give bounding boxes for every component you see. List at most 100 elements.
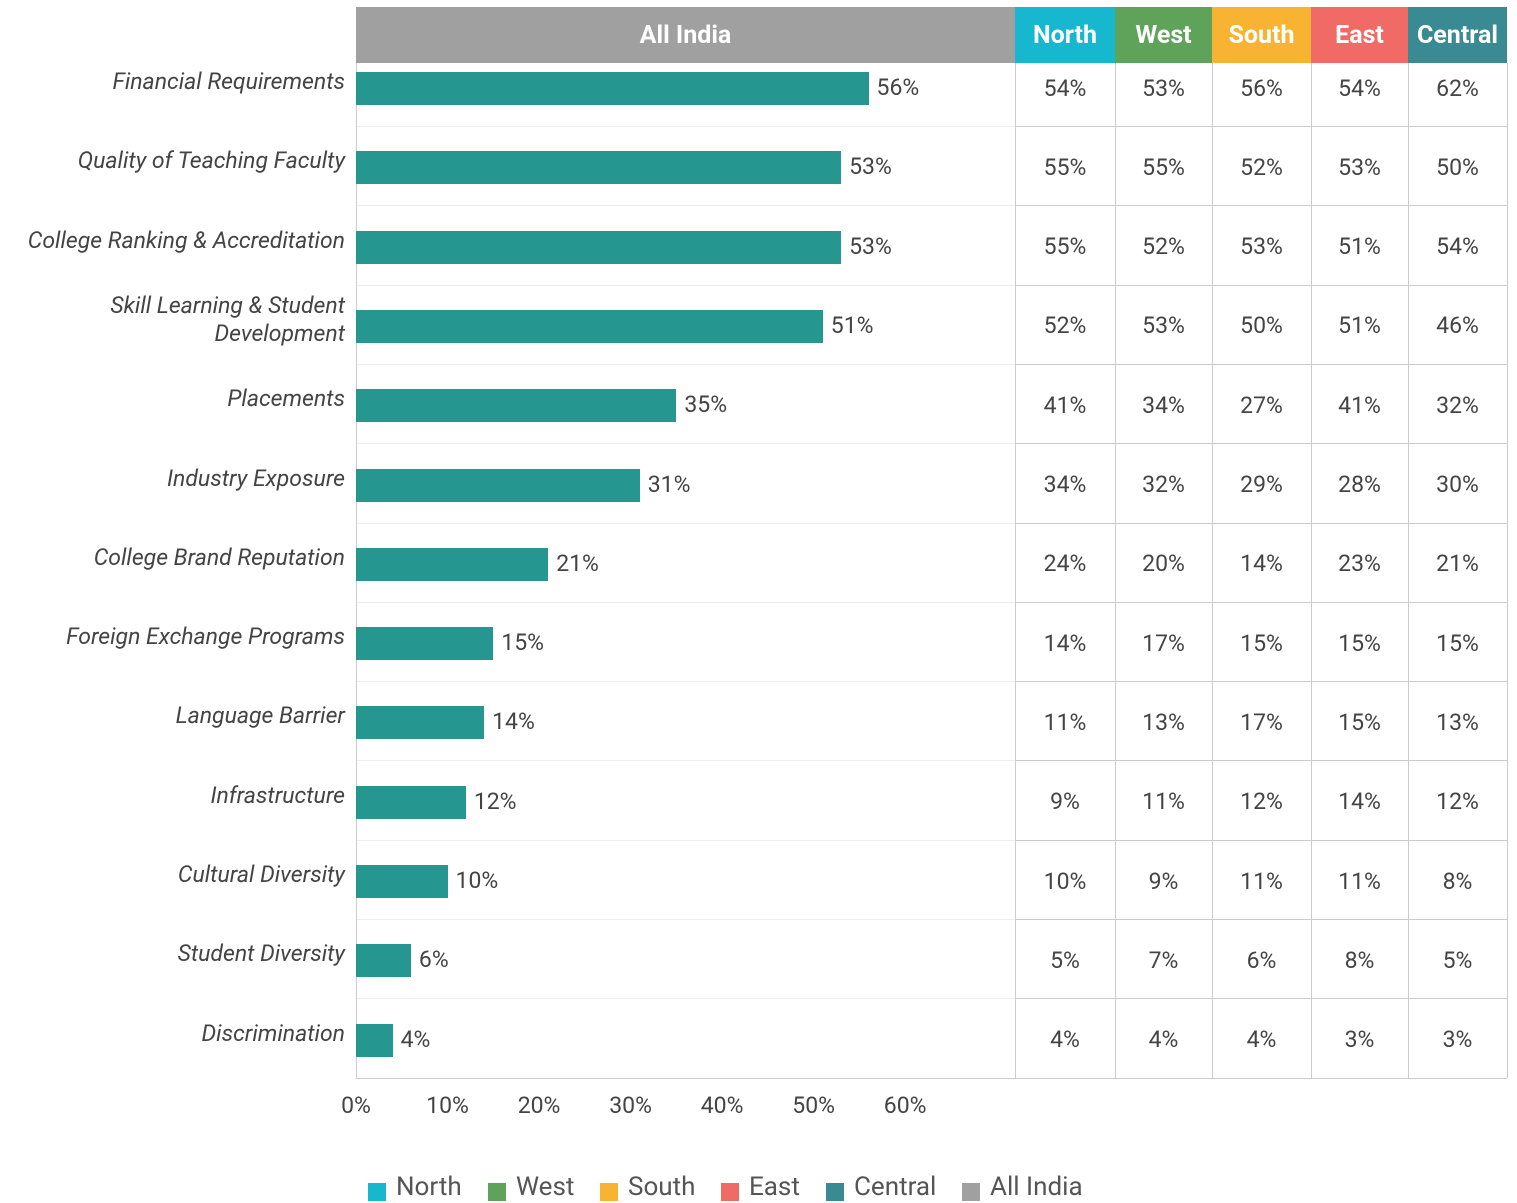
table-cell: 6% <box>1246 946 1277 974</box>
table-cell: 3% <box>1344 1026 1375 1054</box>
row-line <box>1015 681 1507 683</box>
bar <box>356 627 494 661</box>
bar <box>356 468 640 502</box>
table-cell: 13% <box>1436 708 1479 736</box>
bar <box>356 309 823 343</box>
value-label: 15% <box>501 629 544 657</box>
row-line <box>356 443 1015 445</box>
value-label: 53% <box>849 232 892 260</box>
table-cell: 4% <box>1246 1026 1277 1054</box>
value-label: 21% <box>556 549 599 577</box>
x-tick-label: 10% <box>426 1092 469 1119</box>
row-line <box>356 522 1015 524</box>
bar <box>356 1023 393 1057</box>
table-cell: 29% <box>1240 471 1283 498</box>
table-cell: 54% <box>1436 233 1479 261</box>
table-cell: 41% <box>1338 391 1381 419</box>
column-line <box>1507 63 1508 1078</box>
row-line <box>1015 839 1507 841</box>
table-cell: 46% <box>1436 312 1479 340</box>
x-tick-label: 0% <box>341 1092 371 1119</box>
legend-swatch <box>721 1183 739 1201</box>
row-line <box>356 919 1015 920</box>
table-cell: 8% <box>1442 867 1473 895</box>
table-cell: 17% <box>1142 629 1185 657</box>
table-cell: 32% <box>1142 471 1185 498</box>
bar <box>356 547 549 581</box>
row-line <box>356 284 1015 286</box>
x-tick-label: 20% <box>517 1092 561 1119</box>
table-cell: 10% <box>1043 867 1087 895</box>
table-cell: 41% <box>1043 391 1087 419</box>
row-line <box>1015 998 1507 1000</box>
table-cell: 53% <box>1240 233 1283 261</box>
category-label: Infrastructure <box>210 781 345 809</box>
legend-label: East <box>749 1172 800 1202</box>
value-label: 35% <box>684 391 728 419</box>
legend-label: West <box>516 1172 575 1202</box>
row-line <box>356 205 1015 207</box>
table-cell: 55% <box>1043 153 1087 181</box>
row-line <box>356 363 1015 365</box>
table-cell: 55% <box>1142 153 1185 181</box>
row-line <box>1015 443 1507 445</box>
table-cell: 27% <box>1240 391 1283 419</box>
table-cell: 7% <box>1148 946 1179 974</box>
x-tick-label: 40% <box>700 1092 744 1119</box>
x-tick-label: 50% <box>792 1092 835 1119</box>
table-cell: 11% <box>1338 867 1381 895</box>
table-cell: 54% <box>1043 74 1087 102</box>
table-cell: 12% <box>1240 788 1283 816</box>
table-cell: 53% <box>1142 312 1185 340</box>
row-line <box>1015 760 1507 762</box>
table-cell: 52% <box>1142 233 1185 261</box>
value-label: 56% <box>876 74 920 101</box>
table-cell: 11% <box>1142 788 1185 816</box>
legend-swatch <box>826 1183 844 1201</box>
bar <box>356 706 485 740</box>
column-line <box>1311 63 1312 1078</box>
table-cell: 17% <box>1240 708 1283 736</box>
row-line <box>356 126 1015 127</box>
x-tick-label: 30% <box>609 1092 652 1119</box>
table-cell: 52% <box>1043 312 1087 340</box>
table-cell: 51% <box>1338 312 1381 340</box>
table-cell: 15% <box>1338 629 1381 657</box>
category-label: Industry Exposure <box>166 464 345 492</box>
table-cell: 51% <box>1338 233 1381 261</box>
x-tick-label: 60% <box>883 1092 927 1119</box>
bar <box>356 785 466 819</box>
row-line <box>356 1077 1015 1079</box>
row-line <box>356 681 1015 683</box>
table-cell: 15% <box>1436 629 1479 657</box>
table-cell: 23% <box>1338 550 1381 578</box>
table-cell: 14% <box>1338 788 1381 816</box>
legend-label: North <box>396 1172 462 1202</box>
row-line <box>1015 205 1507 207</box>
table-cell: 34% <box>1043 471 1087 498</box>
bar <box>356 865 448 898</box>
value-label: 12% <box>473 787 517 815</box>
bar <box>356 151 842 185</box>
table-cell: 9% <box>1148 867 1179 895</box>
bar <box>356 944 411 978</box>
column-line <box>1212 63 1213 1078</box>
legend-swatch <box>600 1183 618 1201</box>
table-cell: 21% <box>1436 550 1479 578</box>
table-cell: 4% <box>1050 1026 1080 1054</box>
category-label: Cultural Diversity <box>177 861 345 888</box>
table-cell: 13% <box>1142 708 1185 736</box>
category-label: Skill Learning & Student Development <box>110 291 345 347</box>
legend-swatch <box>488 1183 506 1201</box>
table-cell: 5% <box>1050 946 1080 974</box>
table-cell: 3% <box>1442 1026 1473 1054</box>
table-cell: 56% <box>1240 74 1283 102</box>
table-cell: 50% <box>1436 153 1479 181</box>
table-cell: 50% <box>1240 312 1283 340</box>
value-label: 14% <box>492 708 535 736</box>
row-line <box>356 839 1015 841</box>
category-label: Discrimination <box>201 1019 345 1047</box>
table-cell: 8% <box>1344 946 1375 974</box>
legend-label: Central <box>854 1172 937 1202</box>
value-label: 51% <box>830 311 874 339</box>
